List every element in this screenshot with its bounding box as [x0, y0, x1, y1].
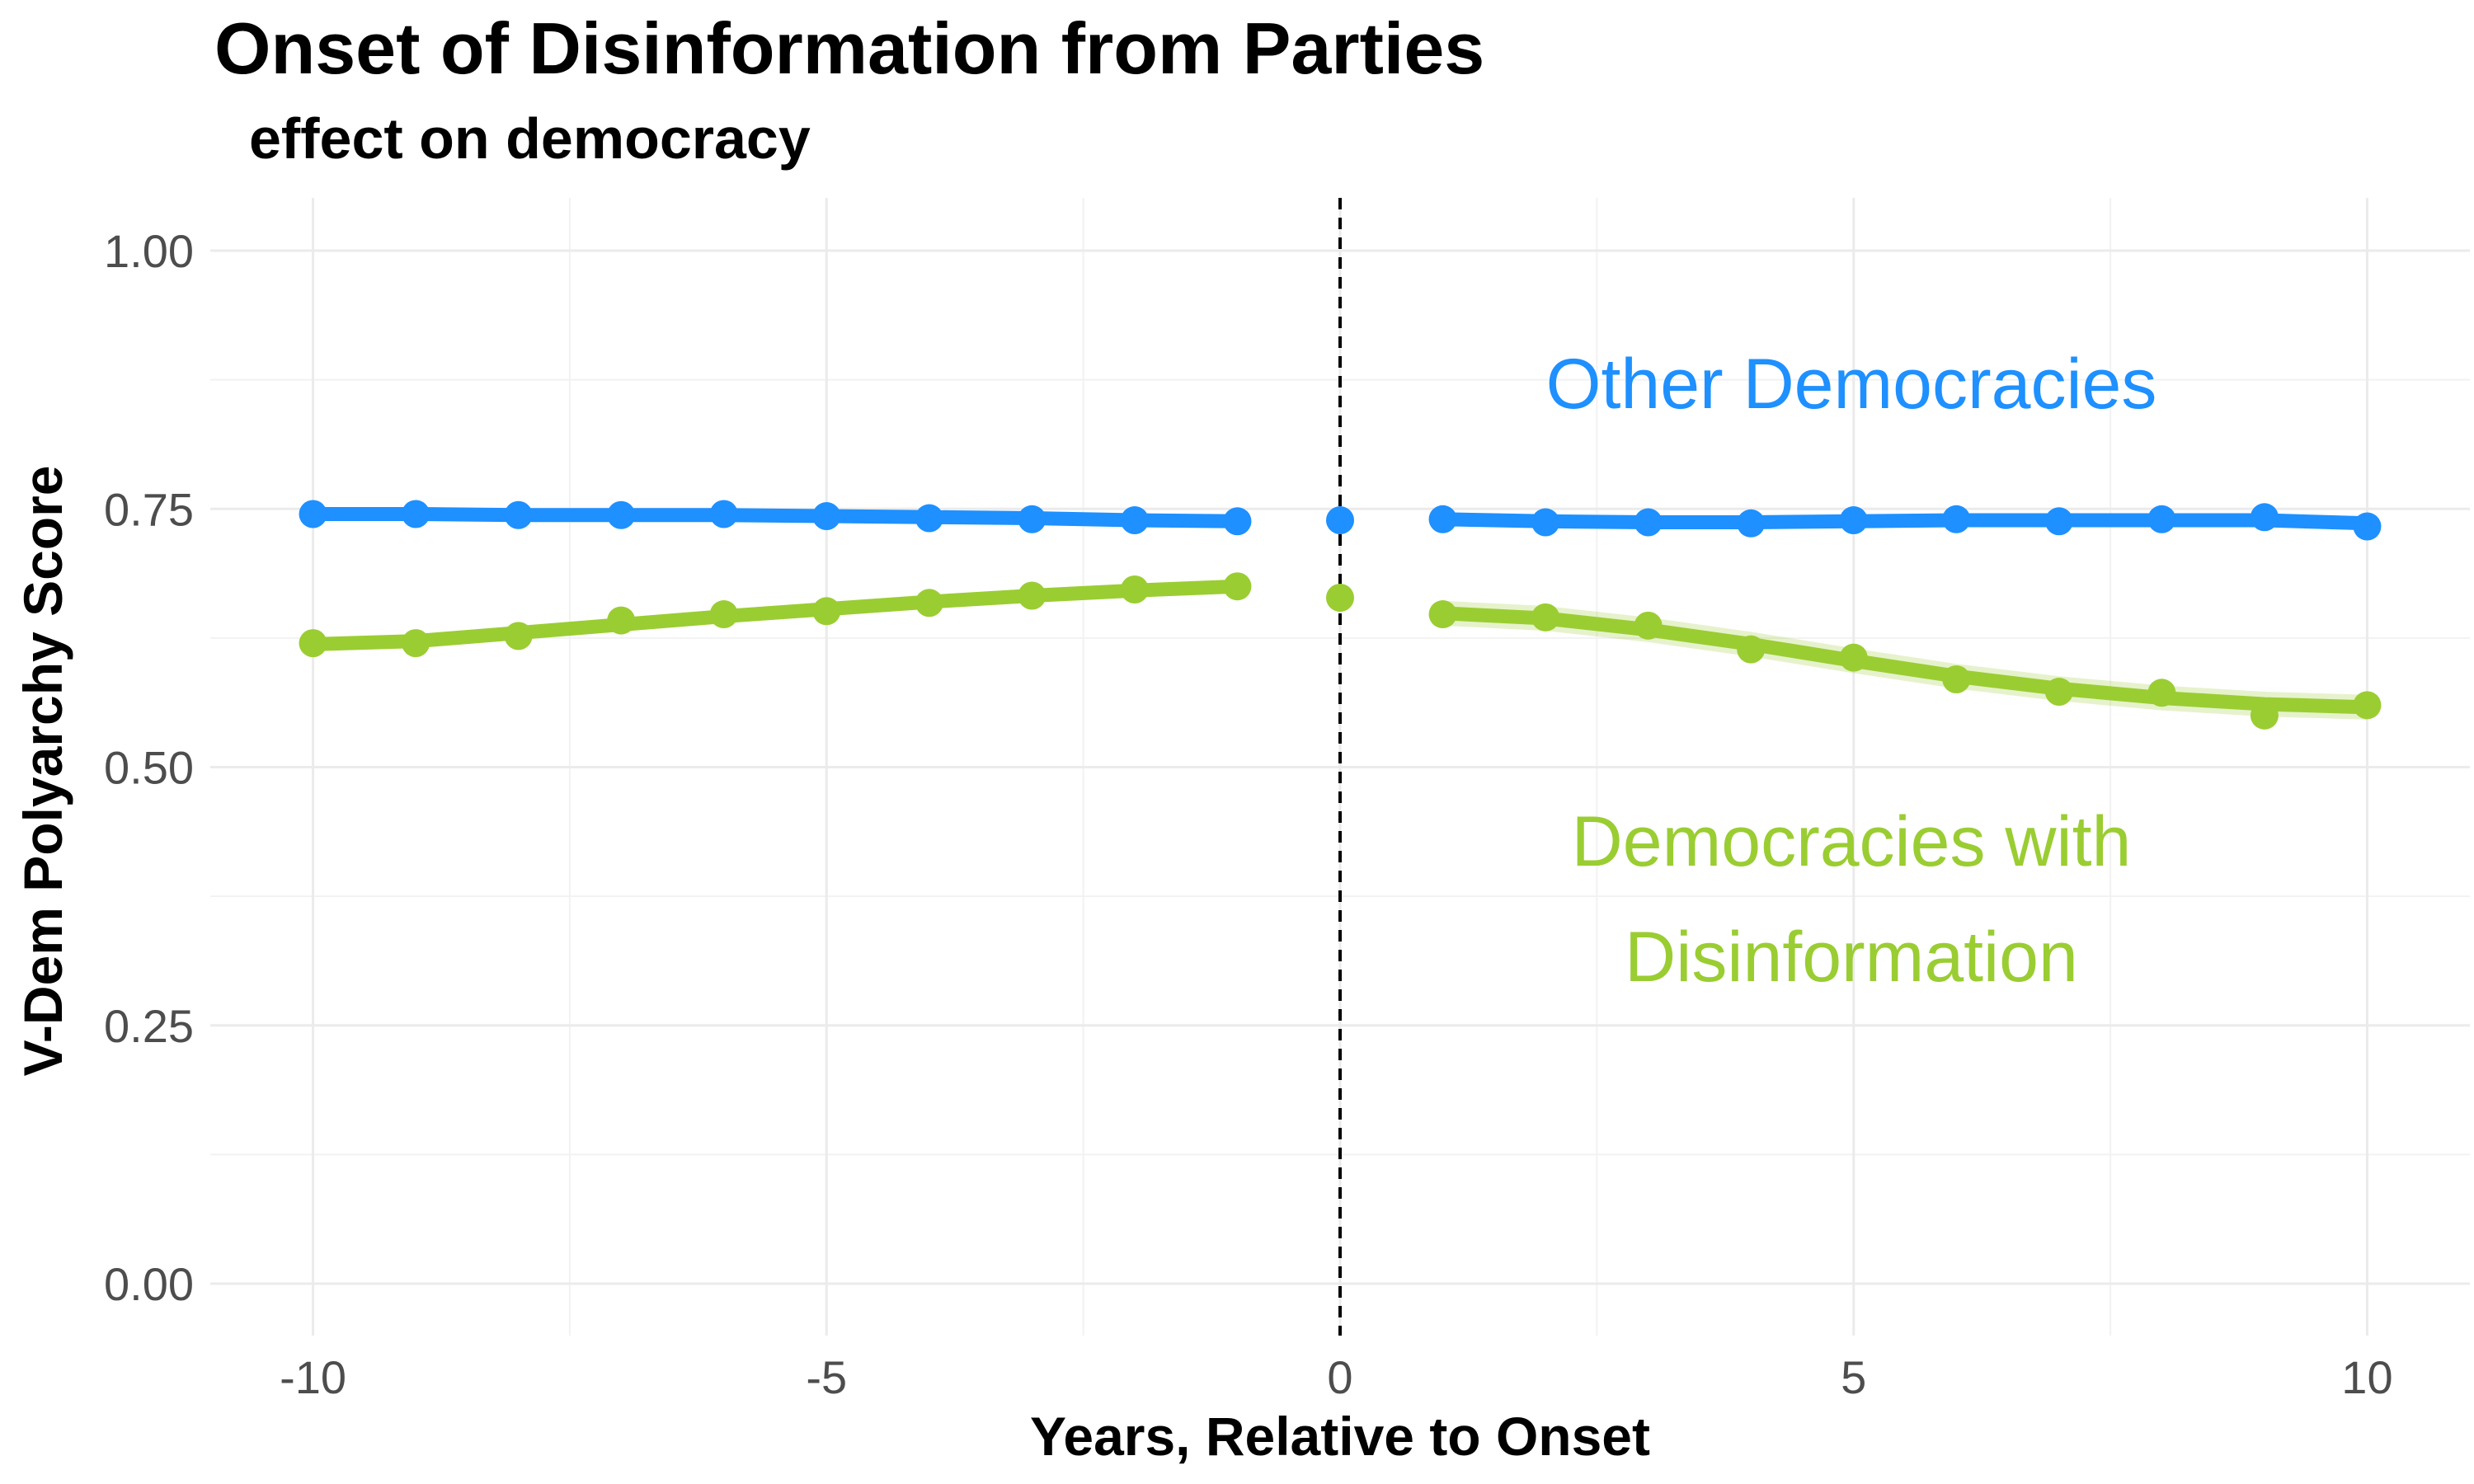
series-line [306, 507, 1244, 528]
series-line [1436, 606, 2374, 715]
data-point [2353, 691, 2382, 720]
chart-title: Onset of Disinformation from Parties [214, 7, 1485, 89]
series-labels: Other Democracies Democracies with Disinfo… [1546, 345, 2157, 997]
data-point [1018, 581, 1047, 610]
data-point [1326, 506, 1354, 535]
data-point [2044, 507, 2073, 536]
x-tick-label: 10 [2341, 1351, 2392, 1403]
series-label: Other Democracies [1546, 345, 2157, 424]
y-tick-label: 0.75 [104, 483, 194, 535]
data-point [1428, 600, 1457, 629]
y-tick-label: 0.50 [104, 742, 194, 794]
data-point [2044, 678, 2073, 707]
series-line [1436, 512, 2374, 531]
y-axis-title: V-Dem Polyarchy Score [12, 465, 73, 1076]
series-0 [299, 500, 2382, 541]
data-point [2250, 701, 2279, 730]
data-point [1634, 508, 1663, 537]
data-point [1120, 506, 1149, 535]
series-label: Disinformation [1625, 918, 2078, 997]
data-point [2353, 512, 2382, 541]
data-point [607, 606, 636, 635]
data-point [2147, 505, 2176, 533]
data-point [2147, 679, 2176, 707]
data-point [402, 629, 430, 658]
data-point [812, 597, 841, 626]
data-point [1839, 506, 1868, 535]
data-point [504, 500, 533, 529]
data-point [2250, 503, 2279, 532]
data-point [1942, 665, 1971, 693]
data-point [299, 500, 327, 528]
data-point [607, 500, 636, 529]
data-point [1428, 505, 1457, 533]
data-point [709, 500, 738, 528]
series-label: Democracies with [1572, 802, 2132, 881]
data-point [709, 600, 738, 629]
data-point [1223, 572, 1252, 601]
data-point [1737, 635, 1766, 664]
series-layer [299, 500, 2382, 730]
x-tick-label: 5 [1841, 1351, 1866, 1403]
data-point [1839, 643, 1868, 672]
data-point [1223, 507, 1252, 536]
data-point [1942, 505, 1971, 533]
data-point [1531, 508, 1560, 537]
x-tick-label: -5 [806, 1351, 847, 1403]
series-line [306, 579, 1244, 651]
data-point [1326, 584, 1354, 613]
data-point [402, 500, 430, 528]
tick-labels: 0.00 0.25 0.50 0.75 1.00 -10 -5 0 5 10 [104, 225, 2393, 1403]
data-point [1120, 575, 1149, 603]
data-point [812, 502, 841, 531]
data-point [1634, 611, 1663, 640]
data-point [504, 622, 533, 650]
y-tick-label: 0.25 [104, 1000, 194, 1052]
data-point [299, 629, 327, 658]
data-point [1531, 603, 1560, 632]
x-tick-label: -10 [280, 1351, 346, 1403]
data-point [915, 589, 943, 618]
data-point [915, 504, 943, 533]
x-tick-label: 0 [1327, 1351, 1352, 1403]
x-axis-title: Years, Relative to Onset [1030, 1406, 1650, 1467]
y-tick-label: 1.00 [104, 225, 194, 277]
data-point [1018, 505, 1047, 533]
y-tick-label: 0.00 [104, 1258, 194, 1310]
chart-subtitle: effect on democracy [249, 106, 811, 171]
data-point [1737, 509, 1766, 538]
series-1 [299, 572, 2382, 730]
